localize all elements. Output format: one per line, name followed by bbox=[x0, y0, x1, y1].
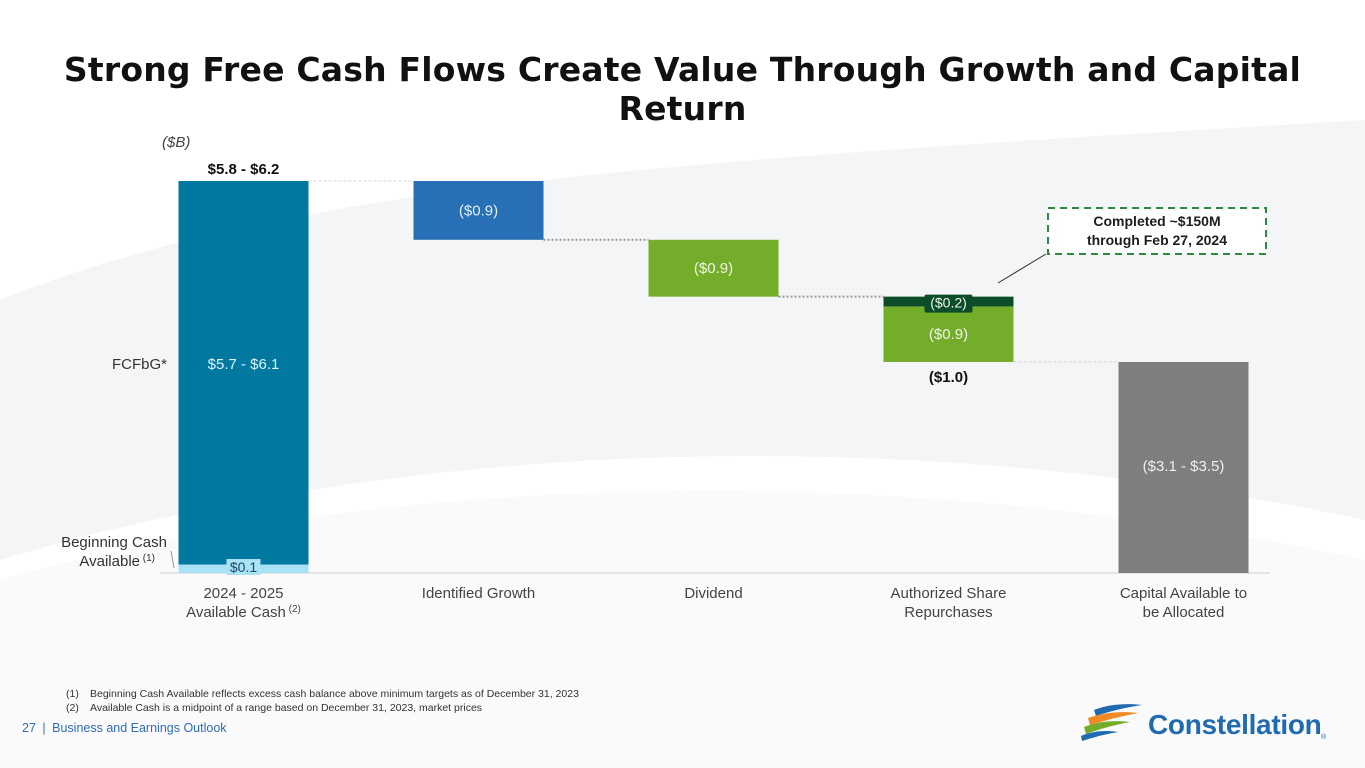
category-label: 2024 - 2025 bbox=[203, 585, 283, 602]
total-label: $5.8 - $6.2 bbox=[208, 161, 280, 178]
value-label: $0.1 bbox=[230, 559, 257, 575]
logo-text: Constellation bbox=[1148, 709, 1322, 740]
callout-text: Completed ~$150M bbox=[1093, 213, 1220, 229]
side-label-beginning-cash: Available (1) bbox=[79, 553, 155, 570]
logo-registered-mark: ® bbox=[1321, 734, 1327, 741]
footnote-number: (2) bbox=[66, 701, 79, 714]
value-label: ($0.9) bbox=[459, 202, 498, 219]
category-label: Dividend bbox=[684, 585, 742, 602]
logo-mark-icon bbox=[1081, 704, 1142, 741]
category-label: Repurchases bbox=[904, 604, 992, 621]
total-label: ($1.0) bbox=[929, 369, 968, 386]
callout-leader-line bbox=[997, 253, 1047, 284]
value-label: ($0.2) bbox=[930, 295, 967, 311]
slide-title: Strong Free Cash Flows Create Value Thro… bbox=[63, 50, 1302, 128]
slide-footer: 27 | Business and Earnings Outlook bbox=[22, 721, 227, 735]
footnotes: (1) Beginning Cash Available reflects ex… bbox=[66, 688, 579, 715]
unit-label: ($B) bbox=[162, 134, 191, 151]
bar-share-repurchases-remaining bbox=[883, 306, 1014, 362]
bar-identified-growth bbox=[413, 181, 544, 240]
bar-dividend bbox=[648, 239, 779, 297]
footer-separator: | bbox=[42, 721, 46, 735]
value-label: ($0.9) bbox=[929, 326, 968, 343]
category-label: Available Cash (2) bbox=[186, 604, 301, 621]
callout-box bbox=[1047, 207, 1267, 255]
page-number: 27 bbox=[22, 721, 36, 735]
category-label: Capital Available to bbox=[1120, 585, 1247, 602]
category-label: be Allocated bbox=[1143, 604, 1225, 621]
category-label: Authorized Share bbox=[891, 585, 1007, 602]
side-label-superscript: (1) bbox=[140, 553, 155, 564]
waterfall-chart: $0.1 $5.7 - $6.1 ($0.9) ($0.9) ($0.9) ($0.2) (… bbox=[61, 161, 1270, 621]
value-label-bg bbox=[924, 294, 973, 313]
footer-section: Business and Earnings Outlook bbox=[52, 721, 227, 735]
constellation-logo: Constellation ® bbox=[1080, 700, 1330, 748]
bar-fcfbg bbox=[178, 181, 309, 565]
category-label: Identified Growth bbox=[422, 585, 535, 602]
footnote-1: (1) Beginning Cash Available reflects ex… bbox=[66, 688, 579, 702]
footnote-text: Available Cash is a midpoint of a range … bbox=[90, 701, 483, 714]
category-label-superscript: (2) bbox=[286, 604, 301, 615]
side-label-fcfbg: FCFbG* bbox=[112, 356, 167, 373]
bar-capital-available-to-be-allocated bbox=[1118, 361, 1249, 573]
footnote-2: (2) Available Cash is a midpoint of a ra… bbox=[66, 702, 579, 716]
value-label: $5.7 - $6.1 bbox=[208, 356, 280, 373]
value-label-bg bbox=[226, 559, 261, 575]
footnote-number: (1) bbox=[66, 688, 79, 700]
callout-text: through Feb 27, 2024 bbox=[1087, 232, 1227, 248]
side-label-beginning-cash: Beginning Cash bbox=[61, 534, 167, 551]
footnote-text: Beginning Cash Available reflects excess… bbox=[90, 688, 579, 700]
value-label: ($0.9) bbox=[694, 260, 733, 277]
value-label: ($3.1 - $3.5) bbox=[1143, 458, 1225, 475]
side-label-leader-line bbox=[170, 550, 175, 569]
